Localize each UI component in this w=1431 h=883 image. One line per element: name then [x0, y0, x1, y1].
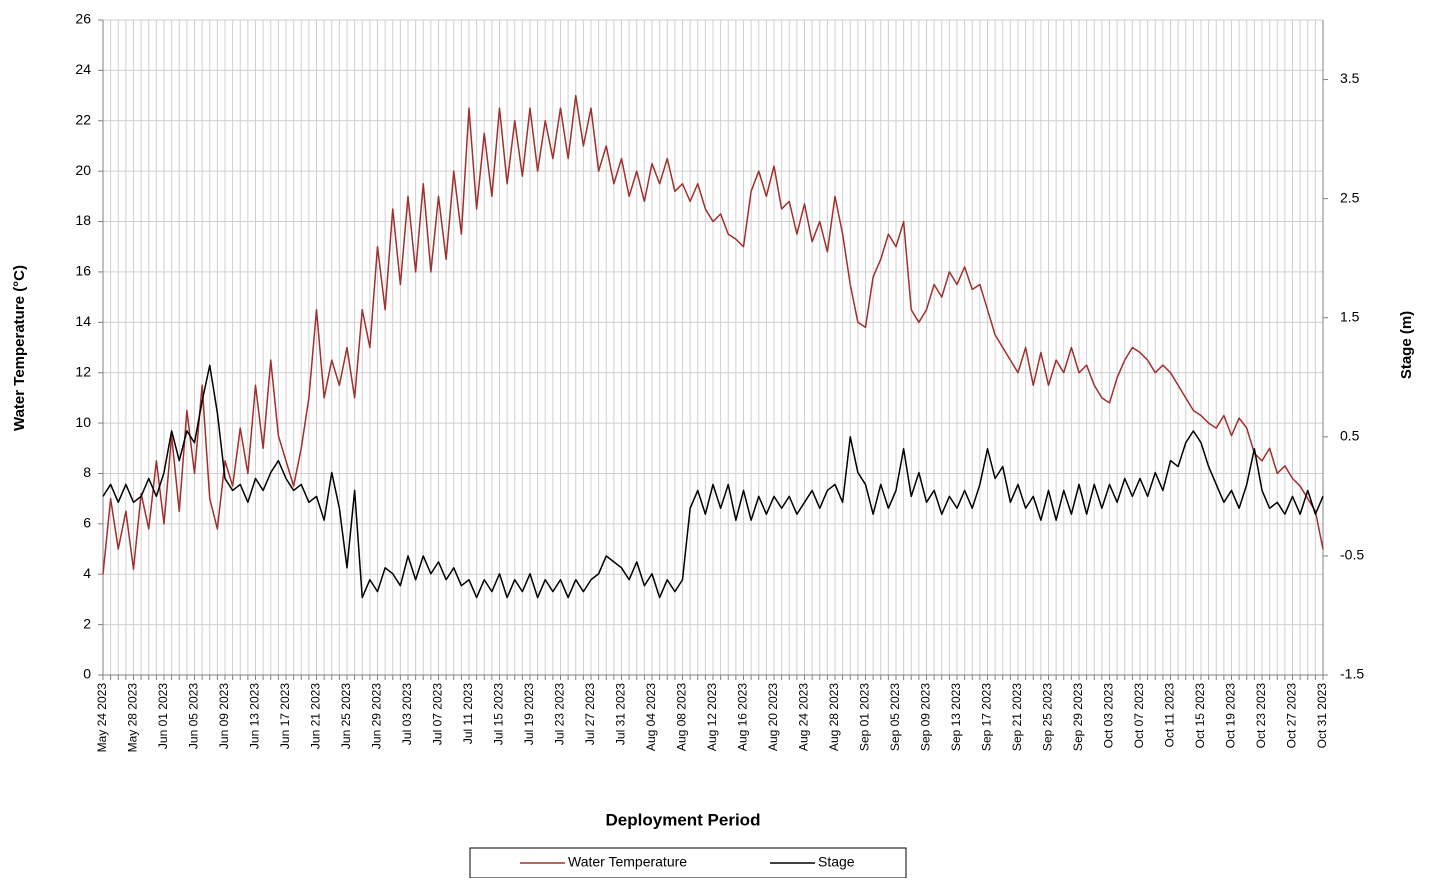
- x-tick-label: Oct 11 2023: [1163, 683, 1177, 748]
- y2-tick-label: 1.5: [1340, 308, 1360, 324]
- y-tick-label: 22: [75, 111, 91, 127]
- series-line: [102, 364, 1324, 599]
- x-tick-label: May 28 2023: [126, 683, 140, 753]
- y-tick-label: 6: [83, 515, 91, 531]
- x-tick-label: Jun 05 2023: [187, 683, 201, 749]
- x-tick-label: Jul 23 2023: [553, 683, 567, 745]
- legend-label: Stage: [818, 854, 855, 870]
- y2-tick-label: -0.5: [1340, 547, 1364, 563]
- x-tick-label: May 24 2023: [95, 683, 109, 753]
- y-tick-label: 20: [75, 162, 91, 178]
- x-tick-label: Oct 15 2023: [1193, 683, 1207, 749]
- x-tick-label: Jul 07 2023: [431, 683, 445, 745]
- y-tick-label: 18: [75, 212, 91, 228]
- legend-label: Water Temperature: [568, 854, 687, 870]
- x-tick-label: Jul 27 2023: [583, 683, 597, 745]
- x-tick-label: Oct 07 2023: [1132, 683, 1146, 749]
- x-tick-label: Oct 31 2023: [1315, 683, 1329, 749]
- x-tick-label: Jun 17 2023: [278, 683, 292, 749]
- x-tick-label: Aug 08 2023: [675, 683, 689, 751]
- y-tick-label: 24: [75, 61, 91, 77]
- x-tick-label: Sep 17 2023: [980, 683, 994, 751]
- x-tick-label: Jul 15 2023: [492, 683, 506, 745]
- x-tick-label: Jul 11 2023: [461, 683, 475, 744]
- y2-tick-label: 0.5: [1340, 428, 1360, 444]
- x-tick-label: Aug 12 2023: [705, 683, 719, 751]
- y2-tick-label: 2.5: [1340, 189, 1360, 205]
- y-tick-label: 26: [75, 11, 91, 27]
- x-tick-label: Jul 03 2023: [400, 683, 414, 745]
- x-tick-label: Sep 13 2023: [949, 683, 963, 751]
- x-tick-label: Sep 09 2023: [919, 683, 933, 751]
- series-line: [102, 94, 1324, 575]
- x-tick-label: Jun 25 2023: [339, 683, 353, 749]
- x-tick-label: Sep 25 2023: [1041, 683, 1055, 751]
- x-axis-title: Deployment Period: [606, 810, 761, 829]
- x-tick-label: Jun 01 2023: [156, 683, 170, 749]
- x-tick-label: Sep 05 2023: [888, 683, 902, 751]
- y-tick-label: 12: [75, 363, 91, 379]
- y-tick-label: 8: [83, 464, 91, 480]
- x-tick-label: Jun 13 2023: [248, 683, 262, 749]
- y-axis-title: Water Temperature (°C): [11, 265, 28, 431]
- x-tick-label: Jun 29 2023: [370, 683, 384, 749]
- y-tick-label: 10: [75, 414, 91, 430]
- y-tick-label: 14: [75, 313, 91, 329]
- x-tick-label: Jun 21 2023: [309, 683, 323, 749]
- y2-tick-label: -1.5: [1340, 666, 1364, 682]
- x-tick-label: Aug 24 2023: [797, 683, 811, 751]
- x-tick-label: Oct 19 2023: [1224, 683, 1238, 749]
- x-tick-label: Sep 01 2023: [858, 683, 872, 751]
- y-tick-label: 2: [83, 615, 91, 631]
- x-tick-label: Aug 20 2023: [766, 683, 780, 751]
- y-tick-label: 4: [83, 565, 91, 581]
- x-tick-label: Aug 28 2023: [827, 683, 841, 751]
- y-tick-label: 0: [83, 666, 91, 682]
- x-tick-label: Aug 04 2023: [644, 683, 658, 751]
- x-tick-label: Jun 09 2023: [217, 683, 231, 749]
- x-tick-label: Sep 21 2023: [1010, 683, 1024, 751]
- x-tick-label: Sep 29 2023: [1071, 683, 1085, 751]
- x-tick-label: Oct 03 2023: [1102, 683, 1116, 749]
- x-tick-label: Oct 23 2023: [1254, 683, 1268, 749]
- y-tick-label: 16: [75, 263, 91, 279]
- x-tick-label: Aug 16 2023: [736, 683, 750, 751]
- y2-tick-label: 3.5: [1340, 70, 1360, 86]
- x-tick-label: Jul 19 2023: [522, 683, 536, 745]
- y2-axis-title: Stage (m): [1398, 311, 1415, 379]
- x-tick-label: Oct 27 2023: [1285, 683, 1299, 749]
- x-tick-label: Jul 31 2023: [614, 683, 628, 745]
